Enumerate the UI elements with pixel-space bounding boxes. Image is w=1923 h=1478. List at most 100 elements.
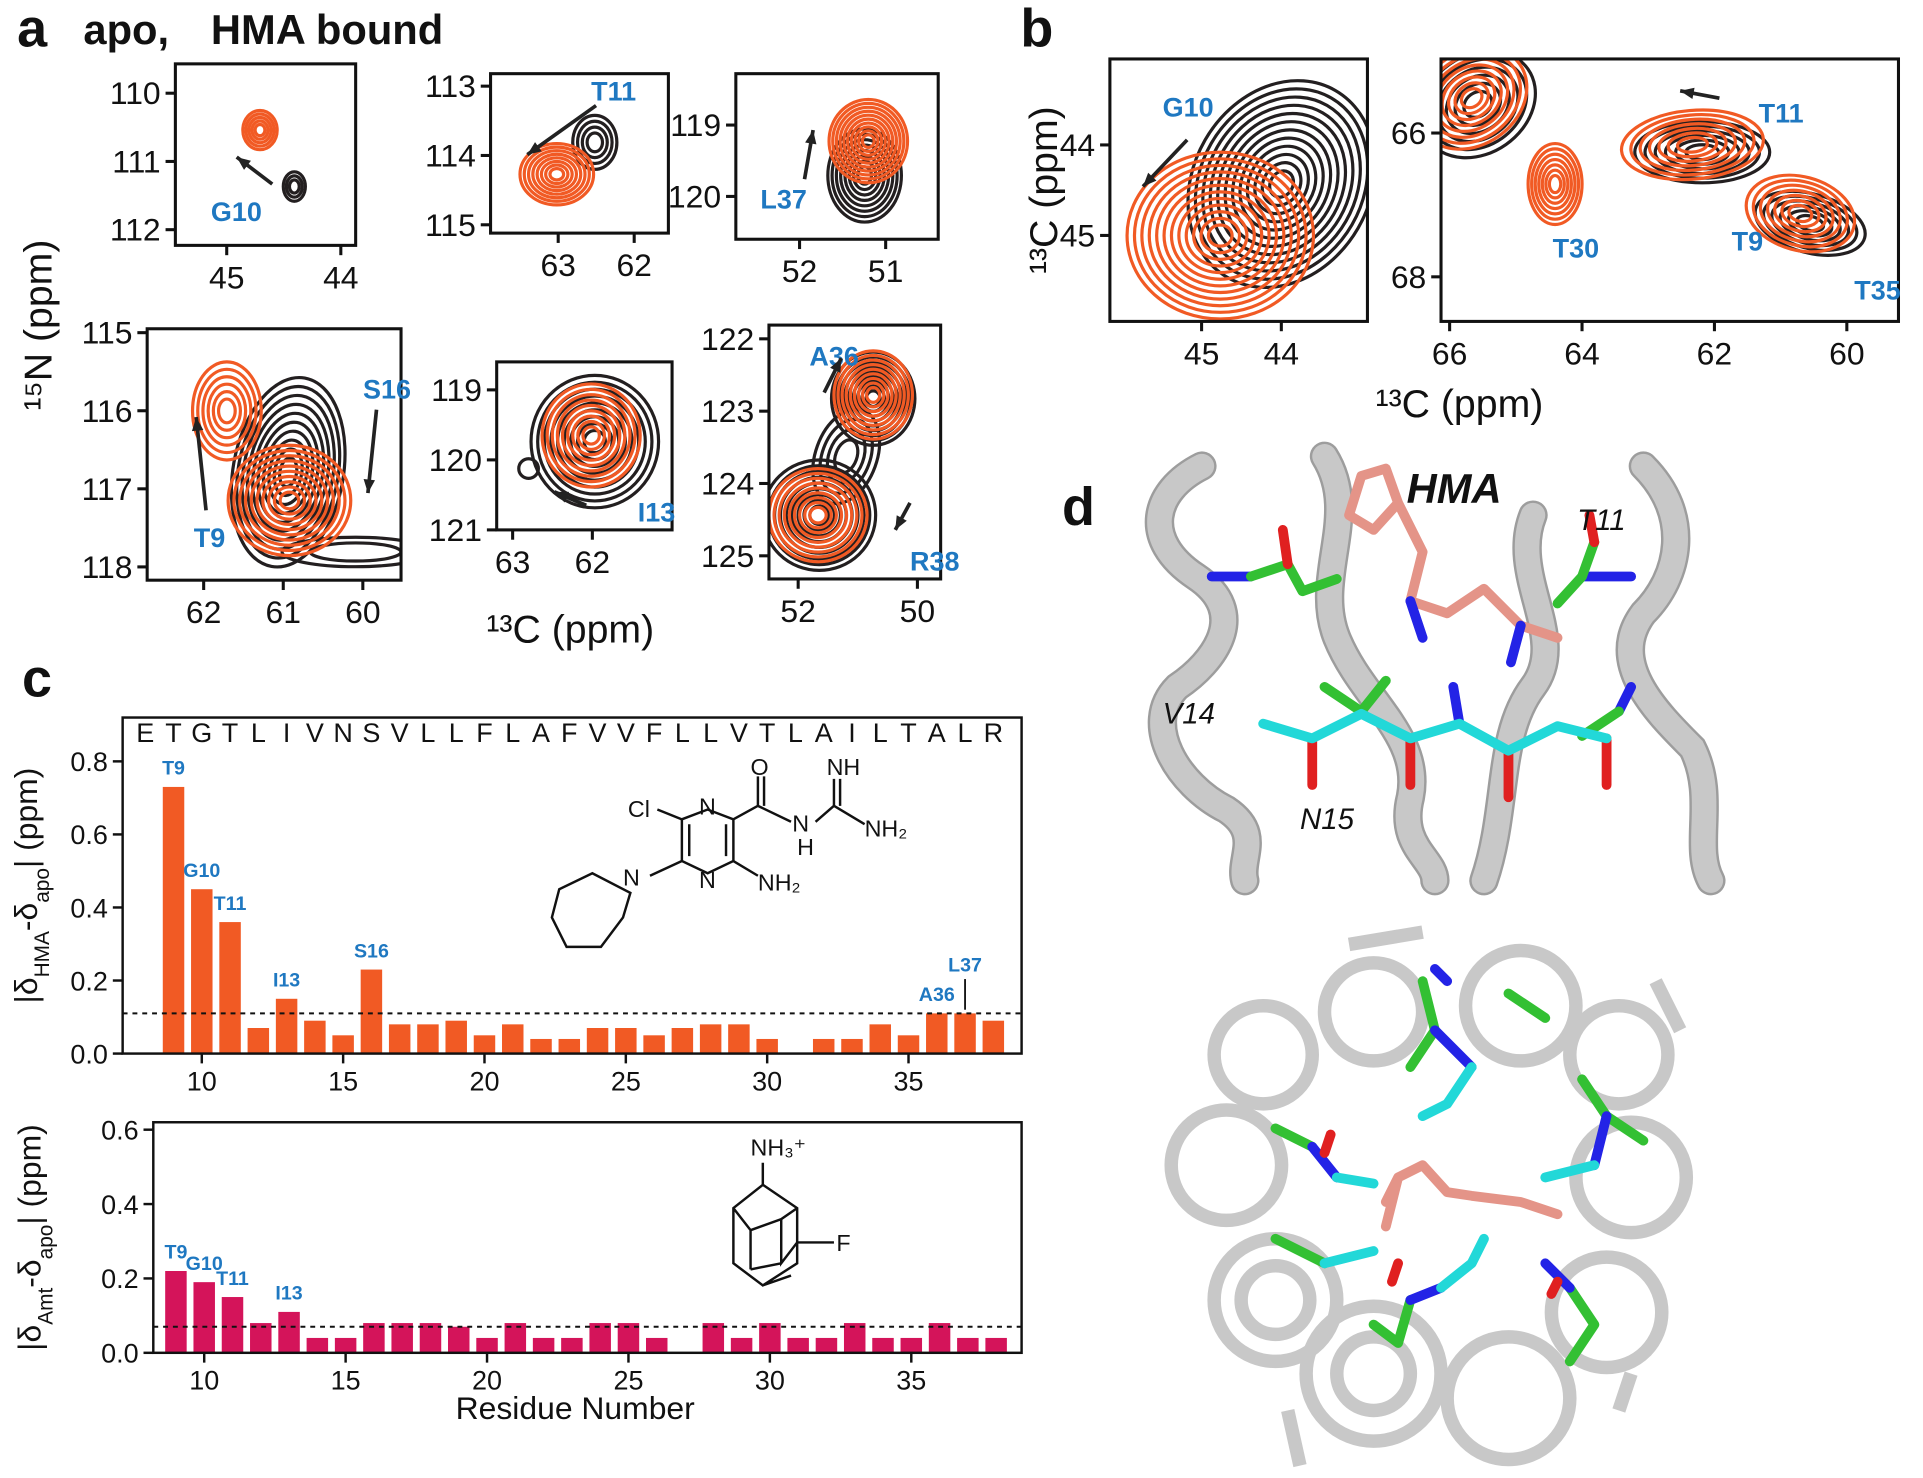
bar: [165, 1271, 187, 1353]
contour: [1441, 58, 1523, 145]
x-tick-label: 35: [896, 1366, 926, 1396]
contour: [1177, 196, 1264, 275]
contour: [1459, 87, 1484, 110]
contour: [517, 457, 540, 480]
y-tick-label: 0.6: [101, 1115, 138, 1145]
y-tick-label: 116: [82, 393, 133, 429]
contour: [1647, 122, 1737, 168]
contour: [581, 425, 601, 446]
contour: [284, 174, 304, 199]
atom: O: [751, 754, 769, 780]
bar: [756, 1038, 778, 1054]
arrow: [235, 155, 274, 186]
spectrum-panel: 62 63 119 120 121 I13: [429, 360, 675, 580]
bar: [699, 1024, 722, 1054]
bar: [671, 1028, 694, 1054]
contour: [278, 490, 301, 511]
axis-label-part: -δ: [11, 1259, 47, 1287]
contour: [1441, 58, 1529, 152]
contour: [1199, 216, 1242, 255]
y-tick-label: 0.2: [70, 966, 108, 996]
spectrum-panel: 62 63 113 114 115 T11: [425, 68, 670, 283]
x-tick-label: 35: [894, 1066, 924, 1096]
contours: [190, 360, 402, 569]
structure-label: HMA: [1407, 465, 1502, 512]
bar: [391, 1323, 413, 1353]
y-tick-label: 0.2: [101, 1264, 138, 1294]
contour: [1140, 163, 1301, 308]
y-tick-label: 66: [1391, 115, 1426, 151]
peak-label: S16: [363, 375, 411, 405]
plot-frame: [495, 360, 674, 532]
contour: [768, 458, 878, 572]
spectrum-panel: 51 52 119 120 L37: [668, 72, 940, 289]
contour: [1619, 108, 1765, 182]
contour: [1125, 150, 1316, 321]
bar: [558, 1038, 581, 1054]
contour: [1206, 223, 1234, 248]
contour: [250, 119, 270, 141]
bar: [985, 1337, 1007, 1353]
contour: [844, 363, 902, 427]
axis-label: ¹⁵N (ppm): [17, 240, 61, 411]
arrow: [526, 104, 598, 157]
contour: [539, 159, 574, 189]
axis-label: ¹³C (ppm): [1022, 106, 1066, 274]
x-tick-label: 62: [186, 594, 221, 630]
arrow: [822, 357, 843, 394]
contour: [1132, 157, 1308, 314]
axis-label-part: Amt: [34, 1288, 57, 1325]
y-tick-label: 122: [701, 321, 754, 357]
contour: [1773, 193, 1828, 234]
bar: [954, 1013, 976, 1054]
contour: [580, 125, 609, 160]
bar: [247, 1028, 270, 1054]
bar: [926, 1013, 948, 1054]
contour: [253, 122, 267, 138]
arrow: [1141, 138, 1189, 188]
contour: [238, 454, 341, 547]
atom: NH₃⁺: [751, 1134, 806, 1160]
atom: NH: [827, 754, 861, 780]
bar: [615, 1028, 637, 1054]
bar: [982, 1020, 1005, 1054]
contour: [280, 535, 402, 569]
bar: [278, 1311, 300, 1353]
bar: [872, 1337, 894, 1353]
atom: N: [699, 867, 716, 893]
contour: [548, 166, 566, 182]
spectrum-panel: 44 45 110 111 112 G10: [110, 62, 359, 295]
x-tick-label: 45: [1184, 335, 1219, 371]
x-tick-label: 30: [755, 1366, 785, 1396]
contour: [545, 387, 637, 484]
contour: [261, 474, 318, 527]
plot-frame: [1439, 57, 1901, 323]
arrow: [553, 490, 587, 508]
contour: [1192, 210, 1249, 261]
hma-structure: N N Cl O N H NH NH₂ NH₂ N: [550, 754, 907, 949]
axis-label: |δAmt-δapo| (ppm): [11, 1124, 57, 1351]
x-tick-label: 63: [495, 544, 530, 580]
y-tick-label: 0.0: [70, 1039, 108, 1069]
contour: [777, 476, 859, 554]
contour: [836, 353, 910, 437]
bar: [815, 1337, 838, 1353]
amt-structure: NH₃⁺ F: [732, 1134, 851, 1287]
y-tick-label: 111: [112, 143, 160, 179]
contours: [826, 97, 910, 224]
bar: [504, 1323, 527, 1353]
y-tick-label: 119: [670, 107, 721, 143]
contour: [267, 480, 312, 521]
contour: [782, 481, 854, 549]
bar: [589, 1323, 611, 1353]
contour: [201, 375, 253, 447]
plot-frame: [121, 716, 1023, 1055]
contour: [243, 459, 335, 542]
x-tick-label: 20: [469, 1066, 499, 1096]
contour: [287, 178, 301, 195]
axis-label-part: -δ: [8, 903, 44, 931]
bar: [476, 1337, 498, 1353]
x-tick-label: 52: [780, 593, 815, 629]
contour: [1223, 120, 1340, 248]
